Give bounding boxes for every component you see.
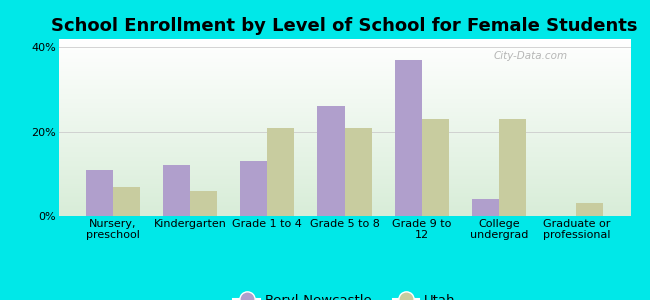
Bar (240, 161, 267, 216)
Bar (86, 169, 112, 216)
Bar (577, 203, 603, 216)
Title: School Enrollment by Level of School for Female Students: School Enrollment by Level of School for… (51, 17, 638, 35)
Text: City-Data.com: City-Data.com (493, 51, 567, 62)
Bar (190, 191, 217, 216)
Bar (472, 199, 499, 216)
Legend: Beryl-Newcastle, Utah: Beryl-Newcastle, Utah (228, 289, 461, 300)
Bar (344, 128, 372, 216)
Bar (317, 106, 344, 216)
Bar (267, 128, 294, 216)
Bar (163, 165, 190, 216)
Bar (395, 60, 422, 216)
Bar (422, 119, 449, 216)
Bar (112, 187, 140, 216)
Bar (499, 119, 526, 216)
